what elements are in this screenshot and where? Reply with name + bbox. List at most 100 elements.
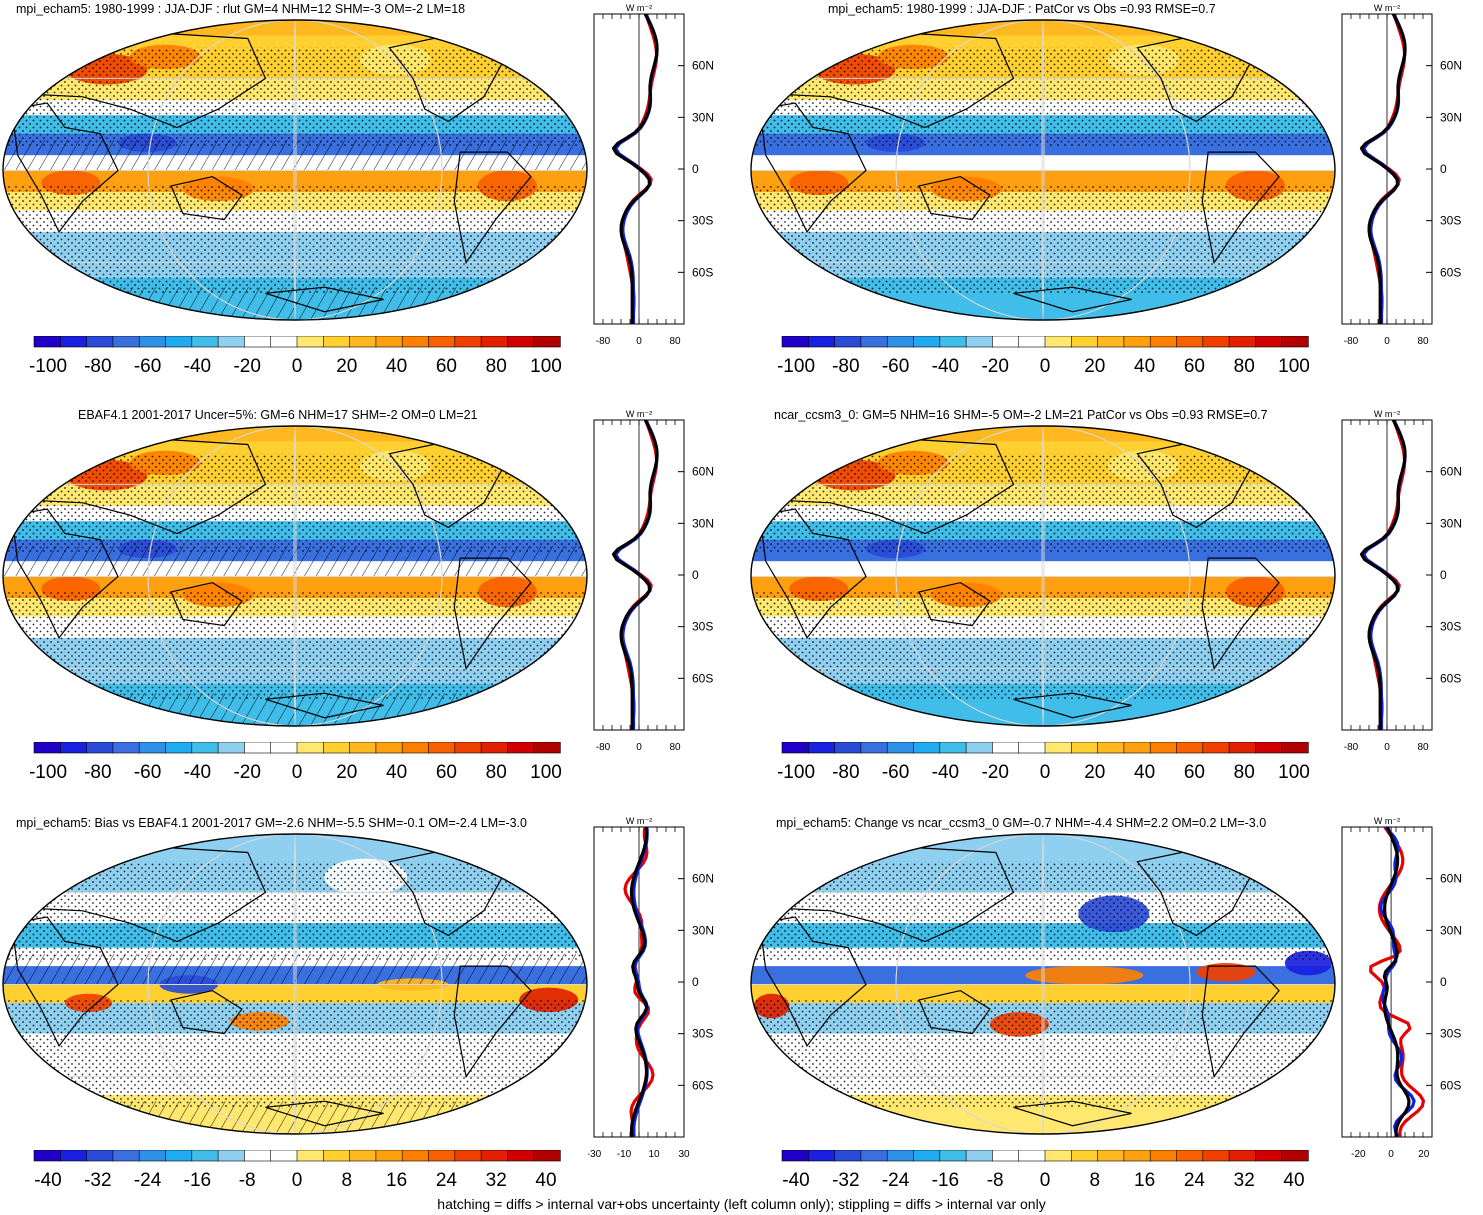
colorbar-swatch bbox=[244, 336, 272, 348]
colorbar-label: -40 bbox=[932, 762, 959, 783]
profile-line-obs bbox=[614, 13, 659, 324]
unit-label: W m⁻² bbox=[626, 409, 652, 419]
zonal-mean-profile: W m⁻² -80 0 80 60N 30N 0 30S 60S bbox=[1341, 409, 1462, 753]
colorbar-label: 32 bbox=[1234, 1170, 1255, 1191]
colorbar-label: 32 bbox=[486, 1170, 507, 1191]
colorbar-swatch bbox=[33, 1150, 62, 1162]
colorbar: -40 -32 -24 -16 -8 0 8 16 24 32 40 bbox=[781, 1150, 1309, 1191]
colorbar: -100 -80 -60 -40 -20 0 20 40 60 80 100 bbox=[778, 336, 1310, 377]
coastline bbox=[759, 508, 867, 640]
colorbar-swatch bbox=[1255, 336, 1283, 348]
colorbar-swatch bbox=[401, 742, 430, 754]
colorbar-swatch bbox=[270, 336, 298, 348]
lat-label: 30N bbox=[1440, 516, 1462, 530]
colorbar-label: -80 bbox=[832, 762, 859, 783]
colorbar-label: 100 bbox=[530, 762, 562, 783]
map-panel bbox=[2, 425, 588, 727]
lat-label: 30S bbox=[1440, 620, 1461, 634]
colorbar-swatch bbox=[860, 742, 888, 754]
zonal-mean-profile: W m⁻² -30 -10 10 30 60N 30N 0 30S 60S bbox=[588, 816, 714, 1160]
colorbar-swatch bbox=[428, 336, 456, 348]
map-border bbox=[750, 425, 1336, 727]
colorbar-label: -20 bbox=[981, 356, 1008, 377]
unit-label: W m⁻² bbox=[626, 816, 652, 826]
colorbar-label: 100 bbox=[1278, 356, 1310, 377]
stippling bbox=[3, 591, 587, 700]
colorbar-swatch bbox=[1281, 336, 1309, 348]
graticule bbox=[147, 20, 443, 320]
graticule bbox=[293, 20, 297, 320]
colorbar-label: 16 bbox=[1134, 1170, 1155, 1191]
colorbar-swatch bbox=[375, 1150, 403, 1162]
colorbar-swatch bbox=[1044, 1150, 1073, 1162]
colorbar-swatch bbox=[322, 742, 351, 754]
profile-line-other bbox=[1359, 13, 1407, 324]
profile-line-model bbox=[613, 419, 659, 731]
profile-line-other bbox=[611, 13, 659, 324]
coastline bbox=[265, 286, 384, 313]
colorbar-swatch bbox=[1123, 742, 1151, 754]
colorbar-swatch bbox=[165, 1150, 193, 1162]
stippling bbox=[3, 47, 587, 146]
colorbar-swatch bbox=[112, 1150, 140, 1162]
lat-label: 60S bbox=[1440, 1078, 1461, 1092]
colorbar-label: 0 bbox=[292, 1170, 303, 1191]
panel-title: mpi_echam5: 1980-1999 : JJA-DJF : rlut G… bbox=[16, 2, 466, 16]
hatching bbox=[3, 139, 587, 171]
graticule bbox=[1041, 20, 1045, 320]
colorbar-label: -80 bbox=[84, 356, 111, 377]
x-tick-label: 30 bbox=[678, 1149, 690, 1160]
lat-label: 0 bbox=[1440, 568, 1447, 582]
colorbar-swatch bbox=[375, 742, 403, 754]
colorbar-swatch bbox=[1070, 336, 1099, 348]
colorbar-label: 80 bbox=[1234, 762, 1255, 783]
colorbar-swatch bbox=[480, 1150, 509, 1162]
lat-label: 30S bbox=[1440, 214, 1461, 228]
colorbar-swatch bbox=[1228, 336, 1257, 348]
colorbar-label: -40 bbox=[184, 762, 211, 783]
panel-title: mpi_echam5: Bias vs EBAF4.1 2001-2017 GM… bbox=[16, 816, 527, 830]
x-tick-label: -30 bbox=[588, 1149, 602, 1160]
colorbar-swatch bbox=[1228, 742, 1257, 754]
x-tick-label: 0 bbox=[1384, 336, 1390, 347]
x-tick-label: -80 bbox=[596, 742, 611, 753]
colorbar-swatch bbox=[454, 742, 482, 754]
colorbar-swatch bbox=[138, 336, 167, 348]
lat-label: 0 bbox=[692, 975, 699, 989]
colorbar-swatch bbox=[1176, 742, 1204, 754]
graticule bbox=[147, 834, 443, 1134]
lat-label: 0 bbox=[1440, 162, 1447, 176]
graticule bbox=[895, 426, 1191, 726]
colorbar-swatch bbox=[1097, 336, 1125, 348]
lat-label: 60S bbox=[1440, 265, 1461, 279]
colorbar-swatch bbox=[217, 336, 246, 348]
stippling bbox=[751, 861, 1335, 960]
colorbar-swatch bbox=[349, 336, 377, 348]
colorbar-swatch bbox=[296, 336, 325, 348]
lat-label: 60S bbox=[1440, 671, 1461, 685]
coastline bbox=[1013, 692, 1132, 719]
lat-label: 60N bbox=[692, 59, 714, 73]
colorbar-swatch bbox=[965, 336, 994, 348]
colorbar-swatch bbox=[401, 336, 430, 348]
map-border bbox=[2, 833, 588, 1135]
colorbar-swatch bbox=[454, 336, 482, 348]
colorbar-label: 20 bbox=[1084, 356, 1105, 377]
coastline bbox=[453, 965, 532, 1079]
colorbar-swatch bbox=[322, 1150, 351, 1162]
colorbar-label: -100 bbox=[30, 356, 67, 377]
stippling bbox=[751, 47, 1335, 146]
colorbar: -100 -80 -60 -40 -20 0 20 40 60 80 100 bbox=[30, 742, 562, 783]
colorbar-swatch bbox=[913, 1150, 941, 1162]
colorbar: -100 -80 -60 -40 -20 0 20 40 60 80 100 bbox=[778, 742, 1310, 783]
coastline bbox=[11, 508, 119, 640]
unit-label: W m⁻² bbox=[1374, 3, 1400, 13]
colorbar-label: -20 bbox=[981, 762, 1008, 783]
colorbar-swatch bbox=[533, 742, 561, 754]
coastline bbox=[918, 989, 991, 1035]
x-tick-label: 80 bbox=[669, 336, 681, 347]
colorbar-label: -60 bbox=[882, 762, 909, 783]
hatching bbox=[3, 545, 587, 577]
colorbar-swatch bbox=[1018, 1150, 1046, 1162]
hatching bbox=[3, 693, 587, 726]
